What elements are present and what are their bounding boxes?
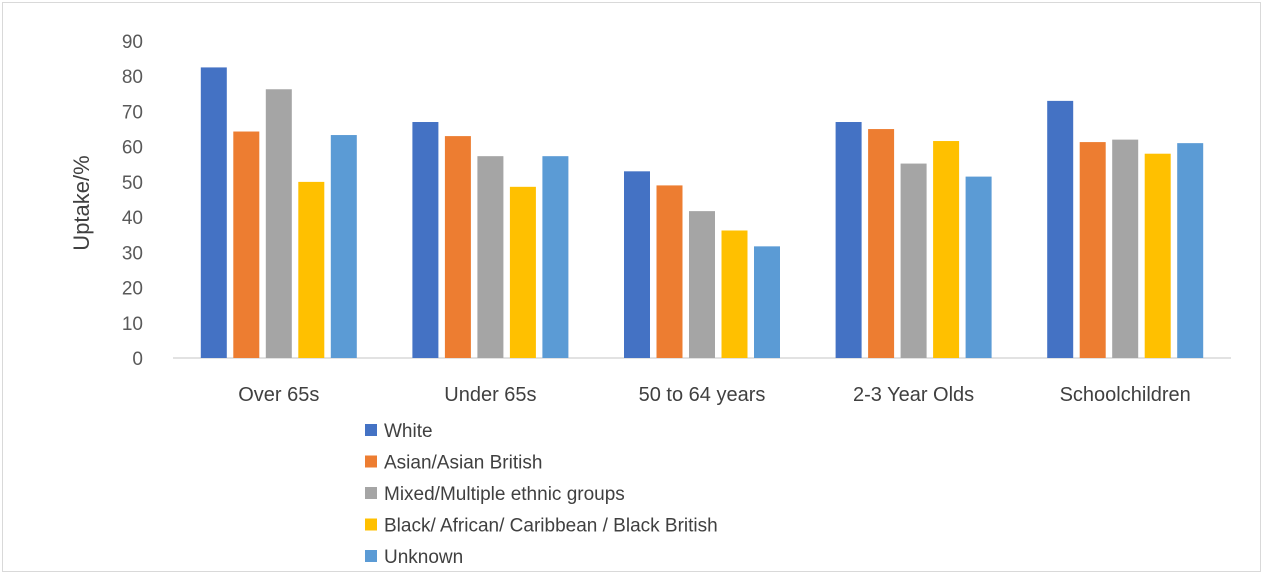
y-tick-label: 60	[122, 138, 143, 159]
bar	[900, 163, 927, 358]
x-tick-label: Under 65s	[444, 384, 536, 406]
y-tick-label: 90	[122, 32, 143, 53]
bar	[1047, 100, 1074, 358]
bar	[624, 171, 650, 358]
bar	[265, 89, 292, 358]
y-tick-label: 30	[122, 243, 143, 264]
y-tick-label: 80	[122, 67, 143, 88]
bar	[412, 122, 439, 358]
bar	[298, 181, 325, 358]
bar	[200, 67, 227, 359]
legend-swatch	[365, 424, 377, 436]
y-tick-label: 50	[122, 173, 143, 194]
x-tick-label: 2-3 Year Olds	[853, 384, 974, 406]
x-tick-label: Over 65s	[238, 384, 319, 406]
y-tick-label: 70	[122, 102, 143, 123]
y-axis-label: Uptake/%	[69, 155, 94, 250]
bar	[1177, 143, 1204, 358]
bar	[330, 135, 357, 358]
bar	[477, 156, 504, 358]
bar	[835, 122, 862, 358]
y-tick-label: 20	[122, 279, 143, 300]
bar	[754, 246, 780, 358]
x-tick-label: Schoolchildren	[1060, 384, 1191, 406]
bar	[656, 185, 683, 358]
bar	[689, 211, 715, 358]
y-tick-label: 40	[122, 208, 143, 229]
legend-swatch	[365, 518, 377, 531]
bar	[1112, 139, 1139, 358]
bar	[868, 129, 895, 358]
y-axis-ticks: 0 10 20 30 40 50 60 70 80 90	[122, 32, 143, 370]
bar	[509, 186, 536, 358]
y-tick-label: 0	[132, 349, 143, 370]
legend: White Asian/Asian British Mixed/Multiple e…	[365, 421, 718, 568]
bar	[542, 156, 569, 358]
bar	[965, 176, 992, 358]
legend-swatch	[365, 455, 377, 468]
legend-label: Unknown	[384, 547, 463, 568]
x-tick-label: 50 to 64 years	[639, 384, 766, 406]
bar	[1079, 142, 1106, 358]
legend-label: Mixed/Multiple ethnic groups	[384, 484, 625, 505]
legend-swatch	[365, 550, 377, 562]
bar	[933, 141, 960, 358]
bar	[444, 136, 471, 358]
legend-label: White	[384, 421, 433, 442]
y-tick-label: 10	[122, 314, 143, 335]
bar	[1144, 153, 1171, 358]
legend-label: Black/ African/ Caribbean / Black Britis…	[384, 516, 718, 537]
bar	[233, 131, 260, 358]
bar	[721, 230, 748, 358]
category-labels: Over 65s Under 65s 50 to 64 years 2-3 Year …	[238, 384, 1191, 406]
bars	[200, 67, 1204, 359]
legend-label: Asian/Asian British	[384, 453, 542, 474]
legend-swatch	[365, 487, 377, 499]
bar-chart: 0 10 20 30 40 50 60 70 80 90 Over 65s Under 65s 50 …	[69, 32, 1231, 568]
